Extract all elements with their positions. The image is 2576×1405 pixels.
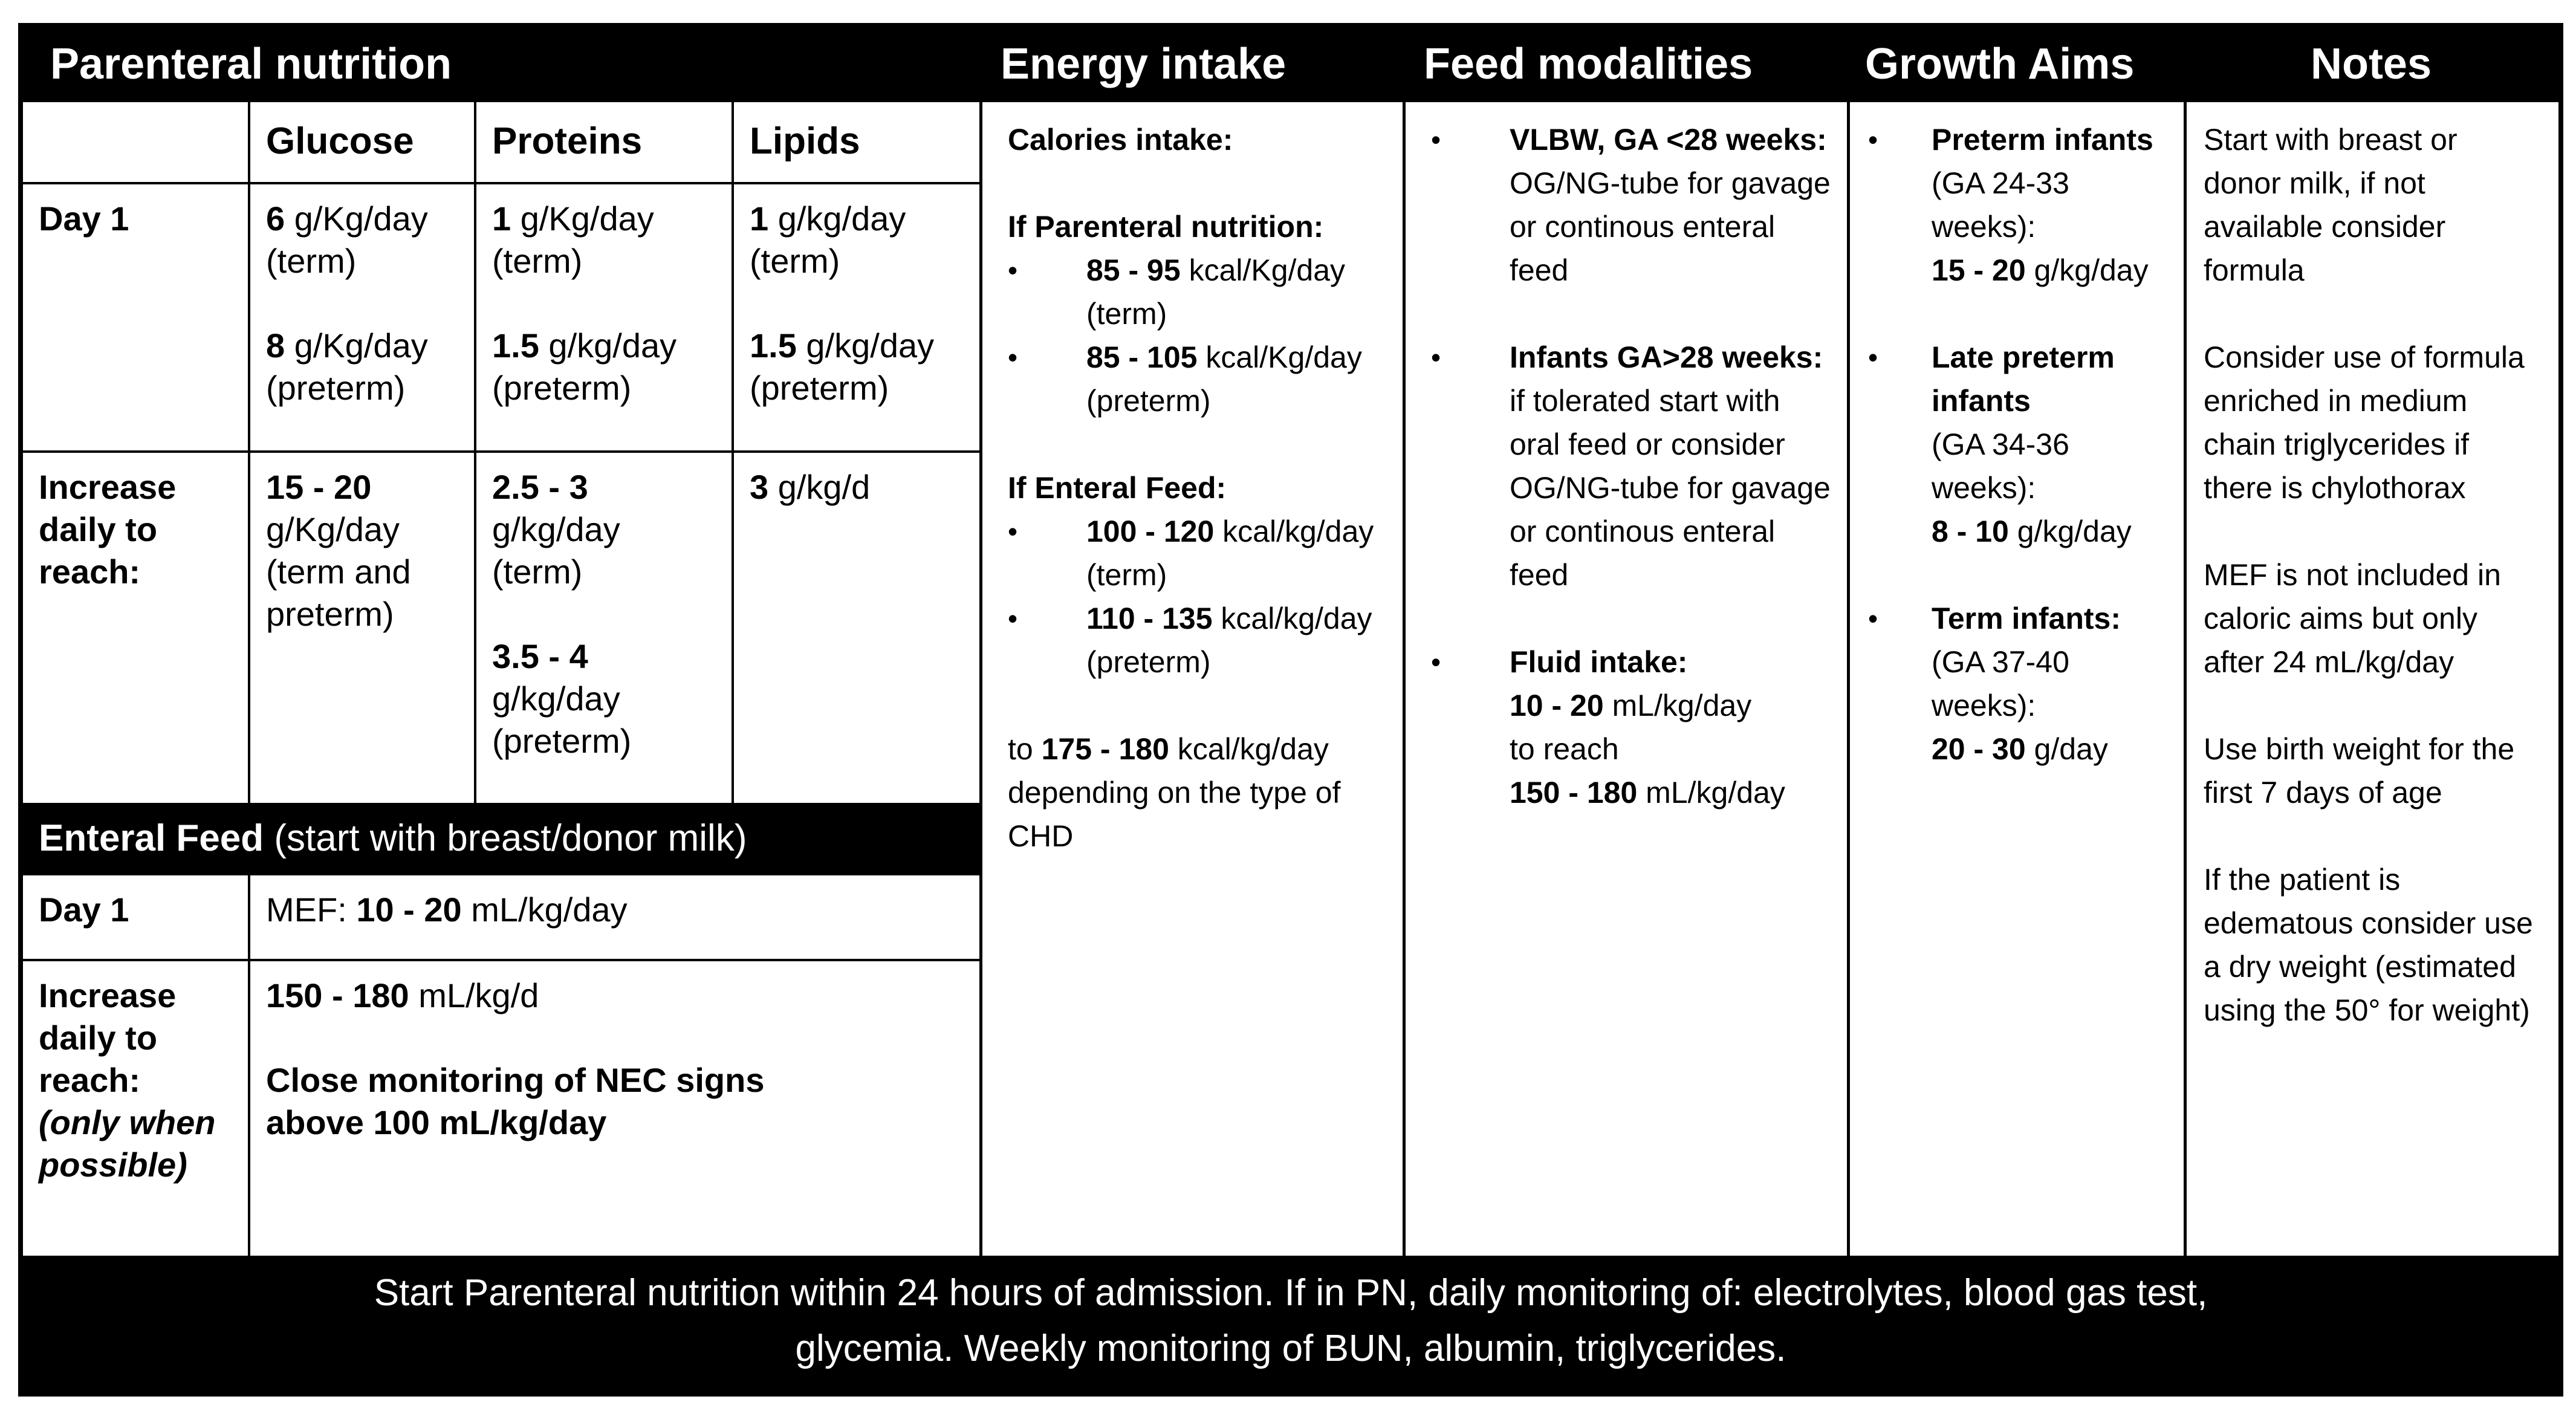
paragraph: Consider use of formula enriched in medi… — [2204, 340, 2525, 505]
cell-increase-lipids: 3 g/kg/d — [732, 450, 979, 803]
spacer — [2204, 292, 2542, 336]
bullet-item: • 85 - 105 kcal/Kg/day (preterm) — [1008, 336, 1387, 423]
bullet-icon: • — [1431, 646, 1441, 678]
paragraph: Calories intake: — [1008, 123, 1233, 157]
bullet-item: • Preterm infants (GA 24-33 weeks): 15 - 20 … — [1868, 118, 2175, 292]
bullet-icon: • — [1431, 124, 1441, 155]
bullet-icon: • — [1008, 255, 1018, 286]
spacer — [1868, 553, 2175, 597]
bullet-text: 100 - 120 kcal/kg/day (term) — [1086, 514, 1374, 592]
cell-enteral-day1-value: MEF: 10 - 20 mL/kg/day — [248, 875, 979, 959]
bullet-item: • VLBW, GA <28 weeks: OG/NG-tube for gava… — [1431, 118, 1832, 292]
footer-monitoring-note: Start Parenteral nutrition within 24 hou… — [23, 1256, 2558, 1392]
energy-intake-column: Calories intake: If Parenteral nutrition:… — [979, 102, 1403, 1256]
paragraph: to 175 - 180 kcal/kg/day depending on th… — [1008, 732, 1341, 853]
bullet-icon: • — [1868, 124, 1878, 155]
bullet-icon: • — [1008, 516, 1018, 547]
bullet-icon: • — [1868, 342, 1878, 373]
section-header-parenteral-nutrition: Parenteral nutrition — [23, 28, 979, 102]
cell-day1-lipids: 1 g/kg/day (term) 1.5 g/kg/day (preterm) — [732, 182, 979, 450]
cell-day1-proteins: 1 g/Kg/day (term) 1.5 g/kg/day (preterm) — [474, 182, 732, 450]
growth-aims-column: • Preterm infants (GA 24-33 weeks): 15 - 20 … — [1847, 102, 2184, 1256]
paragraph: If the patient is edematous consider use… — [2204, 863, 2533, 1027]
bullet-text: 110 - 135 kcal/kg/day (preterm) — [1086, 602, 1372, 679]
nutrition-protocol-table: Parenteral nutrition Energy intake Feed … — [18, 23, 2563, 1397]
bullet-text: Late preterm infants (GA 34-36 weeks): 8 - 1… — [1932, 340, 2132, 548]
bullet-icon: • — [1868, 603, 1878, 634]
spacer — [1008, 423, 1387, 466]
cell-increase-proteins: 2.5 - 3 g/kg/day (term) 3.5 - 4 g/kg/day … — [474, 450, 732, 803]
spacer — [1431, 597, 1832, 640]
bullet-text: VLBW, GA <28 weeks: OG/NG-tube for gavag… — [1510, 123, 1831, 287]
spacer — [2204, 814, 2542, 858]
bullet-text: 85 - 105 kcal/Kg/day (preterm) — [1086, 340, 1362, 418]
feed-modalities-column: • VLBW, GA <28 weeks: OG/NG-tube for gava… — [1403, 102, 1847, 1256]
row-label-day1: Day 1 — [23, 182, 248, 450]
bullet-text: Infants GA>28 weeks: if tolerated start … — [1510, 340, 1831, 592]
bullet-text: Fluid intake: 10 - 20 mL/kg/day to reach 15… — [1510, 645, 1785, 810]
spacer — [1008, 161, 1387, 205]
paragraph: Start with breast or donor milk, if not … — [2204, 123, 2458, 287]
paragraph: If Parenteral nutrition: — [1008, 210, 1324, 244]
bullet-icon: • — [1008, 603, 1018, 634]
column-header-glucose: Glucose — [248, 102, 474, 182]
spacer — [2204, 510, 2542, 553]
column-header-proteins: Proteins — [474, 102, 732, 182]
spacer — [2204, 684, 2542, 727]
spacer — [1008, 684, 1387, 727]
cell-increase-glucose: 15 - 20 g/Kg/day (term and preterm) — [248, 450, 474, 803]
column-header-energy-intake: Energy intake — [979, 28, 1403, 102]
row-label-enteral-increase: Increase daily to reach: (only when possi… — [23, 959, 248, 1256]
bullet-item: • Infants GA>28 weeks: if tolerated start… — [1431, 336, 1832, 597]
bullet-text: Preterm infants (GA 24-33 weeks): 15 - 20 g… — [1932, 123, 2153, 287]
bullet-icon: • — [1008, 342, 1018, 373]
paragraph: If Enteral Feed: — [1008, 471, 1227, 505]
column-header-notes: Notes — [2184, 28, 2558, 102]
paragraph: MEF is not included in caloric aims but … — [2204, 558, 2501, 679]
bullet-item: • 110 - 135 kcal/kg/day (preterm) — [1008, 597, 1387, 684]
paragraph: Use birth weight for the first 7 days of… — [2204, 732, 2515, 810]
parenteral-enteral-table: Glucose Proteins Lipids Day 1 6 g/Kg/day… — [23, 102, 979, 1256]
bullet-text: 85 - 95 kcal/Kg/day (term) — [1086, 253, 1346, 331]
bullet-item: • Fluid intake: 10 - 20 mL/kg/day to reach 1… — [1431, 640, 1832, 814]
cell-enteral-increase-value: 150 - 180 mL/kg/d Close monitoring of NEC… — [248, 959, 979, 1256]
bullet-text: Term infants: (GA 37-40 weeks): 20 - 30 g/d… — [1932, 602, 2121, 766]
bullet-item: • Term infants: (GA 37-40 weeks): 20 - 30 g/… — [1868, 597, 2175, 771]
column-header-growth-aims: Growth Aims — [1847, 28, 2184, 102]
bullet-icon: • — [1431, 342, 1441, 373]
notes-column: Start with breast or donor milk, if not … — [2184, 102, 2558, 1256]
bullet-item: • 100 - 120 kcal/kg/day (term) — [1008, 510, 1387, 597]
bullet-item: • 85 - 95 kcal/Kg/day (term) — [1008, 248, 1387, 336]
spacer — [1868, 292, 2175, 336]
column-header-feed-modalities: Feed modalities — [1403, 28, 1847, 102]
bullet-item: • Late preterm infants (GA 34-36 weeks): 8 - … — [1868, 336, 2175, 553]
row-label-increase: Increase daily to reach: — [23, 450, 248, 803]
row-label-enteral-day1: Day 1 — [39, 891, 129, 929]
cell-day1-glucose: 6 g/Kg/day (term) 8 g/Kg/day (preterm) — [248, 182, 474, 450]
corner-empty-cell — [23, 102, 248, 182]
section-header-enteral-feed: Enteral Feed (start with breast/donor mi… — [23, 803, 979, 875]
spacer — [1431, 292, 1832, 336]
column-header-lipids: Lipids — [732, 102, 979, 182]
